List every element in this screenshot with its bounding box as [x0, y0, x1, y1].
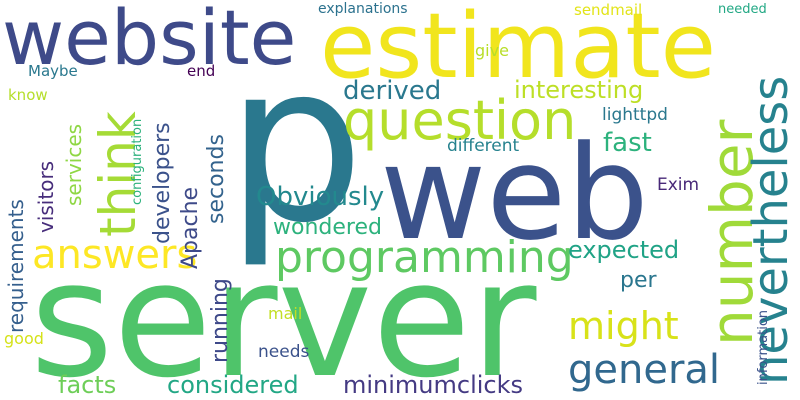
word-sendmail: sendmail: [574, 1, 643, 19]
word-website: website: [2, 0, 297, 82]
word-nevertheless: nevertheless: [743, 75, 799, 385]
word-requirements: requirements: [4, 199, 28, 333]
word-needed: needed: [718, 2, 767, 17]
word-maybe: Maybe: [28, 62, 78, 80]
word-wondered: wondered: [273, 215, 382, 240]
word-give: give: [475, 41, 509, 60]
word-visitors: visitors: [34, 160, 58, 233]
word-expected: expected: [568, 236, 680, 264]
word-might: might: [568, 304, 679, 348]
word-obviously: Obviously: [256, 182, 385, 212]
word-programming: programming: [275, 232, 574, 283]
word-mail: mail: [268, 304, 303, 323]
word-end: end: [187, 62, 216, 80]
word-fast: fast: [603, 128, 652, 158]
word-p: p: [226, 18, 365, 271]
word-services: services: [62, 123, 86, 206]
word-know: know: [8, 86, 48, 104]
word-estimate: estimate: [320, 0, 717, 99]
word-configuration: configuration: [130, 118, 145, 205]
word-running: running: [208, 278, 233, 363]
word-apache: Apache: [178, 186, 203, 269]
word-per: per: [620, 268, 657, 293]
word-lighttpd: lighttpd: [602, 105, 668, 125]
word-good: good: [4, 329, 44, 348]
word-derived: derived: [343, 76, 442, 106]
word-different: different: [447, 136, 520, 156]
word-explanations: explanations: [318, 1, 408, 17]
word-exim: Exim: [657, 175, 700, 195]
word-needs: needs: [258, 342, 310, 362]
word-developers: developers: [150, 122, 175, 244]
word-facts: facts: [58, 371, 117, 399]
word-answers: answers: [32, 232, 198, 278]
word-interesting: interesting: [514, 76, 644, 104]
word-seconds: seconds: [204, 134, 229, 224]
word-general: general: [568, 347, 721, 393]
word-server: server: [30, 226, 537, 400]
word-web: web: [380, 117, 649, 269]
word-information: information: [756, 309, 771, 385]
word-considered: considered: [167, 371, 299, 399]
word-question: question: [343, 89, 577, 152]
word-minimumclicks: minimumclicks: [343, 371, 524, 399]
